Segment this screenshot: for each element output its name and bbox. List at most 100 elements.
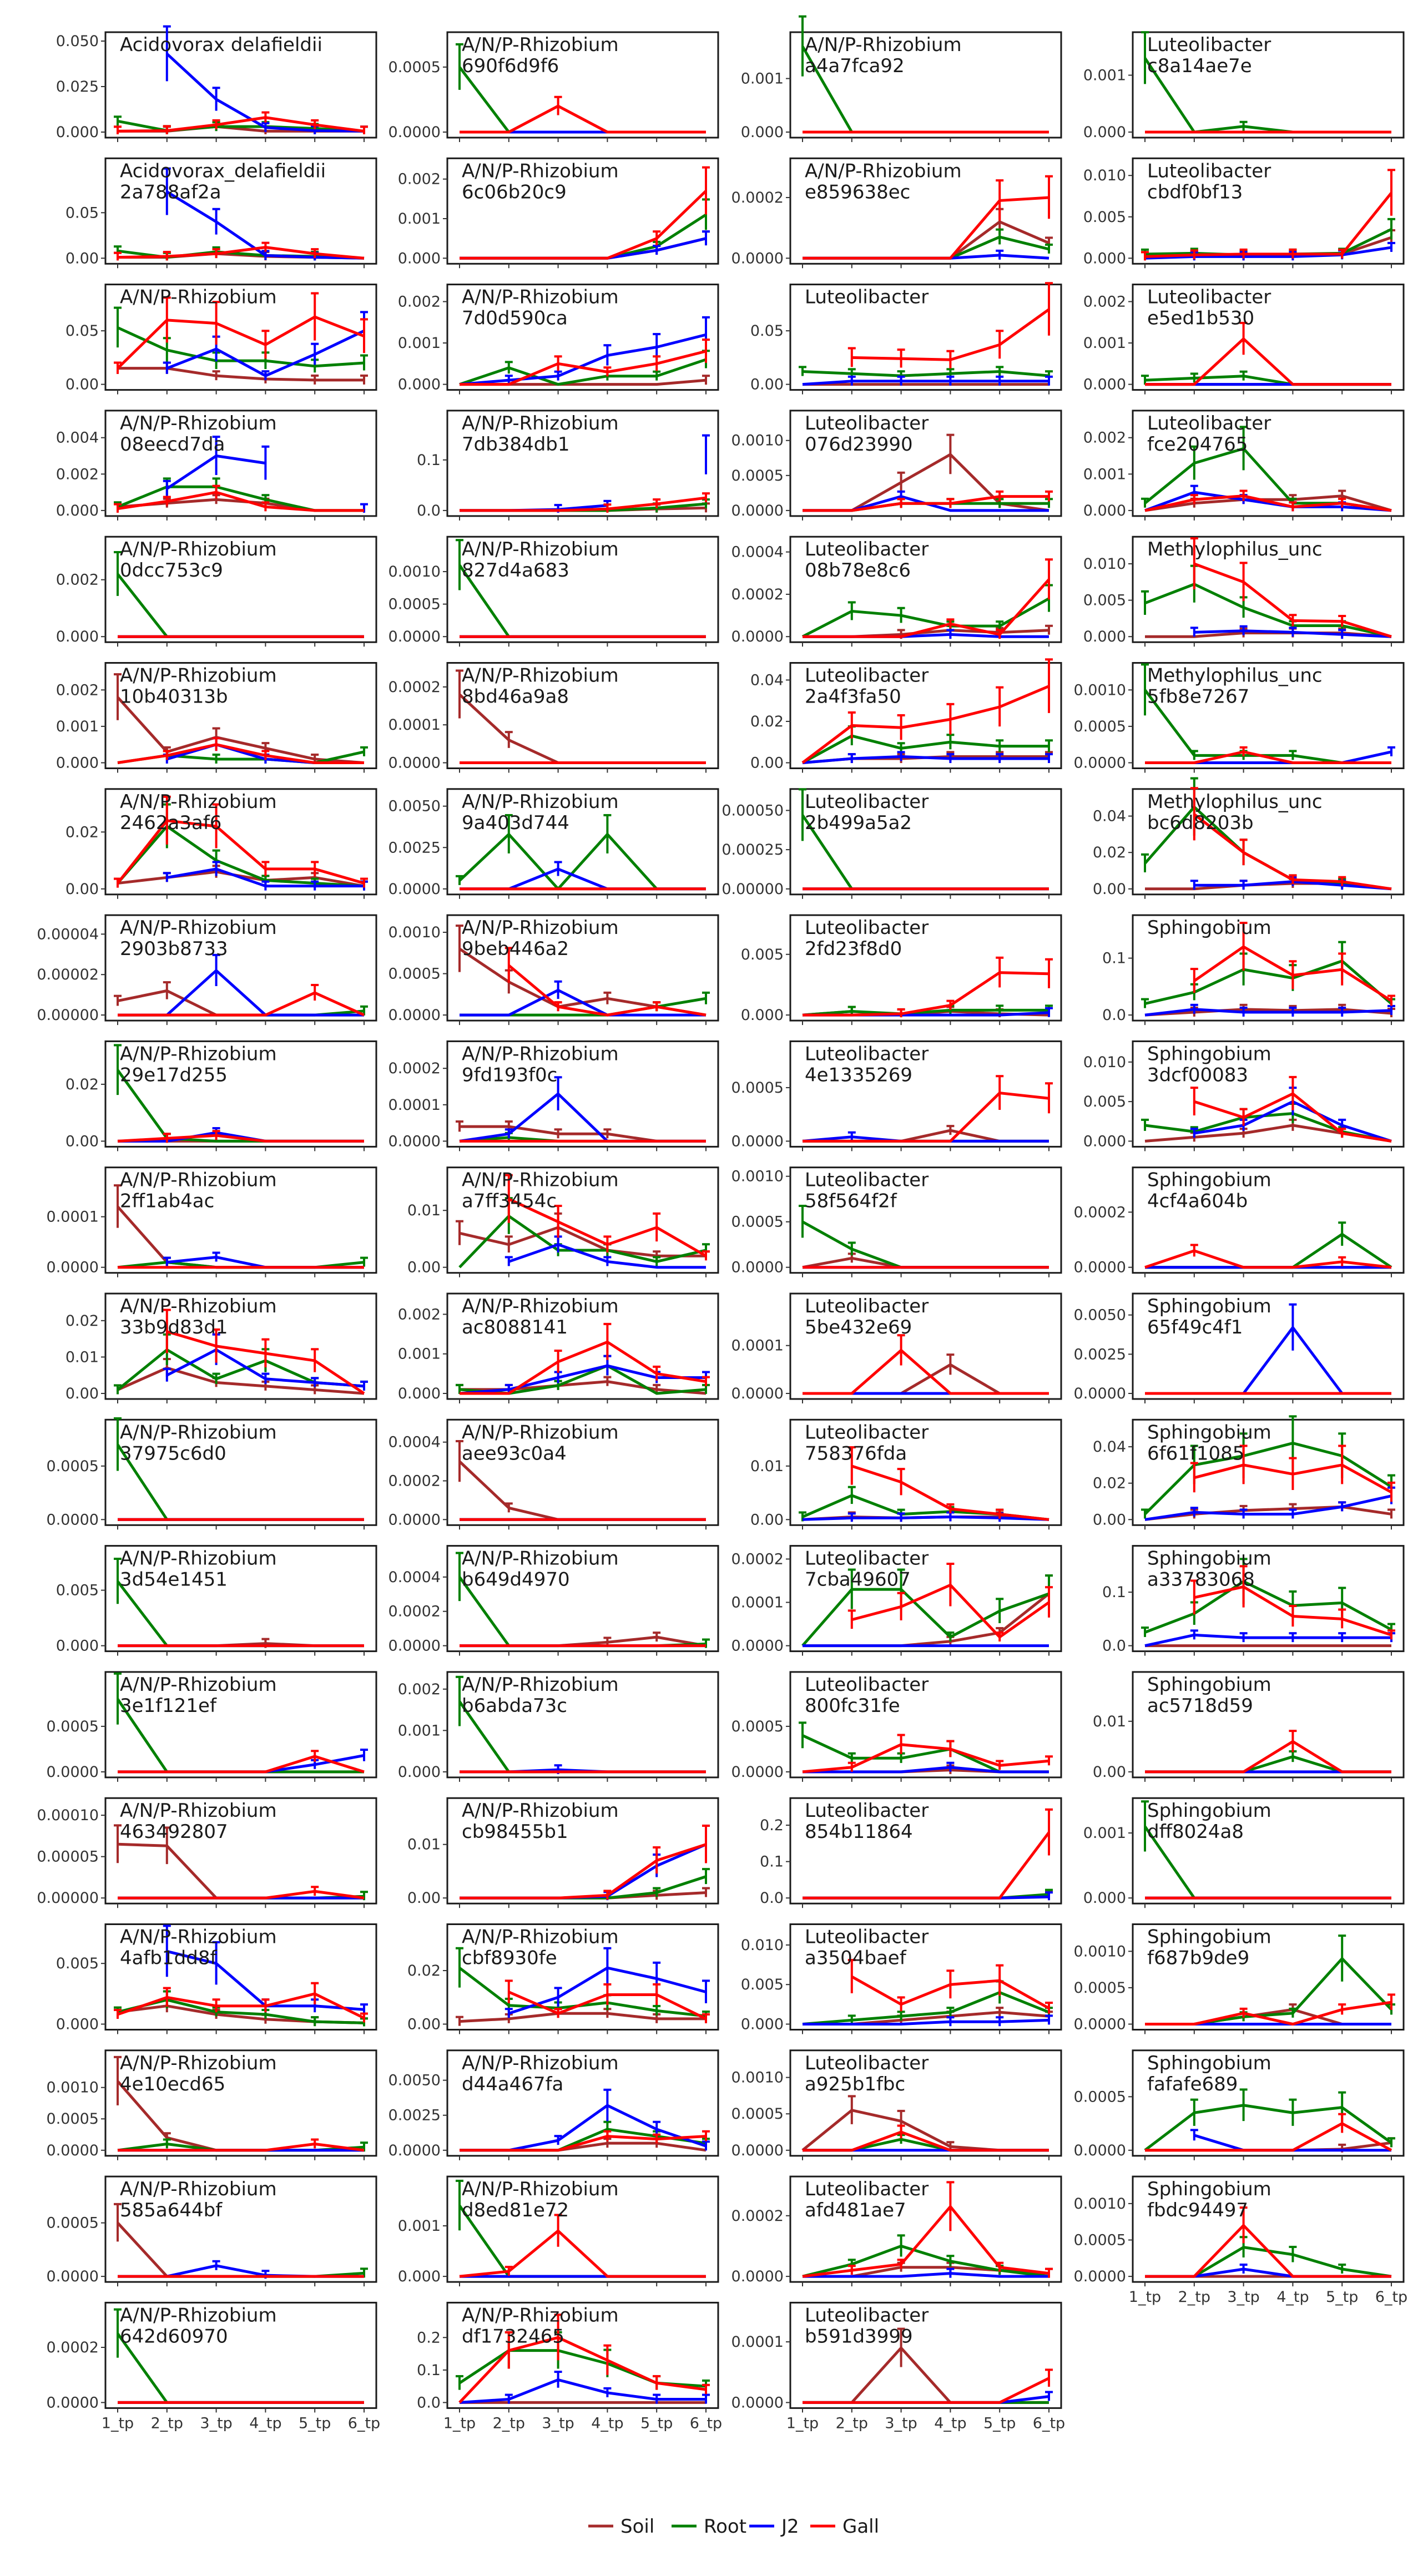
chart-panel-74: 0.0 0.1 0.2 1_tp 2_tp 3_tp 4_tp 5_tp 6_tp A/N/P-R… (417, 2301, 722, 2432)
y-tick-label: 0.050 (56, 33, 99, 50)
panel-title: A/N/P-Rhizobium (120, 1800, 277, 1822)
y-tick-label: 0.000 (56, 502, 99, 519)
y-tick-label: 0.0000 (388, 628, 441, 645)
y-tick-label: 0.0000 (47, 1259, 99, 1276)
y-tick-label: 0.0002 (731, 1550, 784, 1568)
x-tick-label: 4_tp (1276, 2289, 1309, 2306)
series-line-gall (117, 819, 365, 885)
series-line-j2 (1144, 246, 1392, 260)
panel-frame (1132, 2049, 1405, 2157)
panel-title: Acidovorax delafieldii (120, 34, 322, 56)
y-tick-label: 0.01 (65, 1348, 99, 1366)
panel-subtitle: 2ff1ab4ac (120, 1190, 214, 1213)
series-line-gall (118, 1890, 365, 1900)
y-tick-label: 0.04 (1093, 808, 1126, 825)
series-line-gall (802, 2205, 1049, 2278)
y-tick-label: 0.0005 (731, 1079, 784, 1097)
y-tick-label: 0.010 (1083, 555, 1126, 573)
panel-frame (446, 1418, 719, 1526)
panel-subtitle: 2fd23f8d0 (805, 938, 902, 960)
panel-frame (1132, 1797, 1405, 1905)
series-line-j2 (459, 2378, 706, 2404)
y-tick-label: 0.000 (398, 250, 441, 267)
y-tick-label: 0.005 (1083, 592, 1126, 609)
panel-subtitle: afd481ae7 (805, 2199, 906, 2221)
y-tick-label: 0.1 (1102, 1584, 1126, 1601)
panel-title: Luteolibacter (1147, 412, 1271, 435)
x-tick-label: 6_tp (1375, 2289, 1407, 2306)
y-tick-label: 0.0010 (1074, 681, 1126, 699)
y-tick-label: 0.0050 (388, 2072, 441, 2089)
y-tick-label: 0.05 (65, 204, 99, 221)
panel-subtitle: 58f564f2f (805, 1190, 897, 1213)
series-line-gall (117, 315, 365, 370)
x-tick-label: 1_tp (102, 2415, 134, 2432)
y-tick-label: 0.005 (741, 1976, 784, 1993)
x-tick-label: 1_tp (1129, 2289, 1161, 2306)
panel-title: A/N/P-Rhizobium (120, 2304, 277, 2326)
panel-title: Sphingobium (1147, 1169, 1271, 1191)
y-tick-label: 0.0000 (731, 1385, 784, 1402)
y-tick-label: 0.0010 (1074, 2195, 1126, 2213)
panel-frame (1132, 1292, 1405, 1400)
y-tick-label: 0.000 (398, 376, 441, 393)
y-tick-label: 0.002 (56, 466, 99, 483)
y-tick-label: 0.000 (1083, 376, 1126, 393)
panel-subtitle: 827d4a683 (462, 559, 569, 582)
panel-title: A/N/P-Rhizobium (462, 917, 619, 939)
y-tick-label: 0.0000 (47, 1511, 99, 1528)
chart-panel-50: 0.0000 0.0002 0.0004 A/N/P-Rhizobiumb649d49… (388, 1545, 719, 1656)
y-tick-label: 0.0005 (731, 467, 784, 484)
panel-title: Luteolibacter (805, 1926, 929, 1948)
x-tick-label: 6_tp (1033, 2415, 1065, 2432)
panel-title: A/N/P-Rhizobium (120, 1421, 277, 1443)
y-tick-label: 0.000 (1083, 1890, 1126, 1907)
panel-frame (446, 2301, 719, 2409)
y-tick-label: 0.0010 (388, 924, 441, 941)
chart-panel-46: 0.0000 0.0002 0.0004 A/N/P-Rhizobiumaee93c0… (388, 1418, 719, 1530)
panel-frame (104, 1292, 377, 1400)
chart-panel-27: 0.00000 0.00025 0.00050 Luteolibacter2b499a… (721, 788, 1062, 899)
series-line-gall (1144, 494, 1392, 512)
panel-title: A/N/P-Rhizobium (462, 538, 619, 560)
y-tick-label: 0.0005 (731, 2105, 784, 2123)
y-tick-label: 0.001 (1083, 466, 1126, 483)
panel-subtitle: fbdc94497 (1147, 2199, 1248, 2221)
y-tick-label: 0.0002 (1074, 1204, 1126, 1221)
y-tick-label: 0.001 (56, 718, 99, 735)
panel-frame (446, 662, 719, 769)
y-tick-label: 0.0000 (1074, 2268, 1126, 2285)
panel-frame (104, 536, 377, 643)
panel-subtitle: b649d4970 (462, 1569, 570, 1591)
y-tick-label: 0.0002 (731, 2208, 784, 2225)
series-line-j2 (802, 380, 1049, 386)
panel-title: A/N/P-Rhizobium (120, 1295, 277, 1317)
y-tick-label: 0.005 (56, 1582, 99, 1599)
series-line-gall (1144, 1249, 1392, 1269)
chart-panel-32: 0.0 0.1 Sphingobium (1102, 914, 1405, 1026)
panel-frame (446, 1545, 719, 1653)
panel-title: A/N/P-Rhizobium (462, 2052, 619, 2074)
panel-frame (1132, 914, 1405, 1022)
panel-title: Sphingobium (1147, 1800, 1271, 1822)
series-line-gall (117, 1134, 364, 1143)
y-tick-label: 0.0005 (47, 2110, 99, 2128)
chart-panel-9: 0.00 0.05 A/N/P-Rhizobium (65, 284, 377, 395)
series-line-gall (803, 2130, 1049, 2152)
chart-panel-65: 0.0000 0.0005 0.0010 A/N/P-Rhizobium4e10ecd… (47, 2049, 377, 2160)
